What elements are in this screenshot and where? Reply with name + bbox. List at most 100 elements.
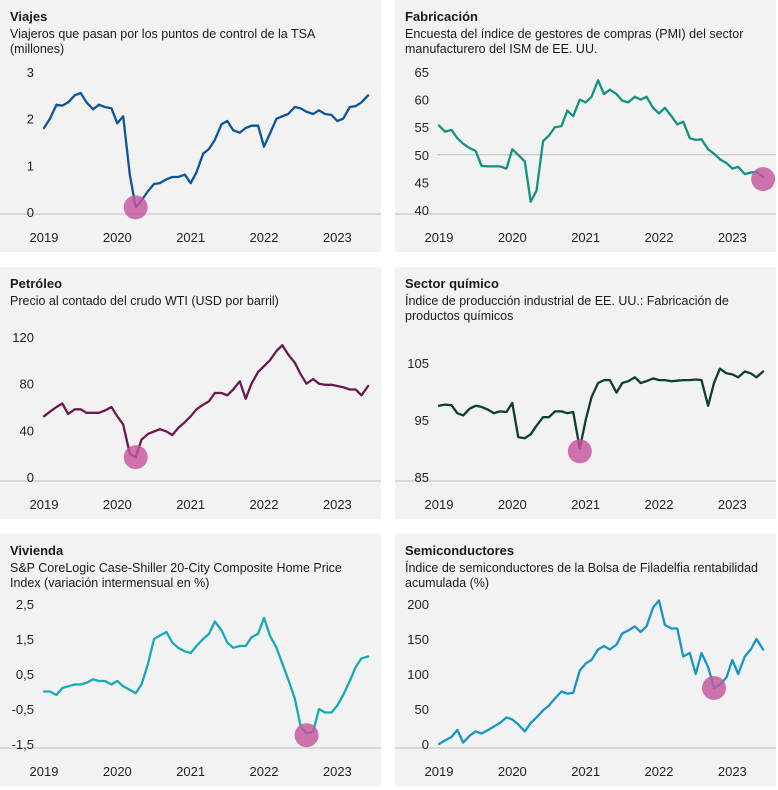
data-point (177, 427, 179, 429)
chart-panel-semiconductores: Semiconductores Índice de semiconductore… (395, 534, 776, 786)
data-point (367, 655, 369, 658)
x-tick-label: 2022 (250, 497, 279, 512)
data-point (682, 120, 684, 123)
data-point (590, 96, 593, 98)
data-point (634, 625, 636, 628)
data-point (214, 138, 216, 141)
data-point (177, 176, 179, 178)
x-tick-label: 2019 (30, 230, 59, 245)
y-tick-label: 85 (415, 470, 429, 485)
data-point (305, 382, 308, 385)
x-tick-label: 2020 (498, 497, 527, 512)
data-point (456, 137, 459, 140)
data-point (202, 638, 204, 640)
data-point (147, 433, 149, 435)
chart-title: Sector químico (405, 276, 499, 291)
data-point (79, 683, 82, 686)
data-point (505, 167, 508, 170)
data-point (74, 94, 76, 97)
data-point (597, 382, 599, 384)
y-tick-label: 50 (415, 148, 429, 163)
data-point (244, 127, 247, 129)
data-point (737, 166, 739, 168)
series-line (437, 367, 765, 450)
data-point (744, 655, 746, 658)
data-point (336, 120, 339, 122)
data-point (609, 379, 611, 381)
data-point (517, 154, 519, 156)
y-tick-label: 0,5 (16, 667, 34, 682)
x-tick-label: 2019 (30, 497, 59, 512)
series-line (42, 344, 370, 459)
data-point (438, 404, 440, 407)
data-point (566, 692, 569, 695)
data-point (318, 109, 320, 112)
line-chart: 0 40 80 120 2019 2020 2021 2022 2023 (0, 330, 381, 512)
data-point (281, 115, 284, 118)
data-point (214, 392, 216, 394)
data-point (98, 680, 100, 682)
data-point (281, 344, 284, 346)
data-point (560, 690, 563, 693)
data-point (336, 704, 339, 707)
data-point (456, 412, 459, 414)
data-point (579, 669, 581, 672)
data-point (55, 406, 58, 408)
data-point (184, 650, 186, 653)
data-point (560, 125, 563, 127)
data-point (456, 729, 459, 731)
data-point (49, 690, 51, 693)
data-point (579, 98, 581, 101)
chart-title: Viajes (10, 9, 48, 24)
chart-panel-vivienda: Vivienda S&P CoreLogic Case-Shiller 20-C… (0, 534, 381, 786)
data-point (670, 627, 673, 630)
data-point (584, 101, 587, 104)
data-point (250, 124, 253, 127)
x-tick-label: 2023 (323, 764, 352, 779)
data-point (275, 350, 278, 352)
data-point (43, 415, 45, 418)
data-point (542, 140, 544, 142)
data-point (548, 416, 550, 418)
data-point (208, 632, 210, 635)
y-tick-label: -1,5 (12, 737, 34, 752)
chart-subtitle: Precio al contado del crudo WTI (USD por… (10, 294, 279, 308)
data-point (584, 662, 587, 665)
data-point (444, 130, 446, 133)
data-point (621, 632, 624, 635)
data-point (572, 411, 574, 413)
data-point (627, 629, 629, 632)
y-tick-label: 100 (407, 667, 429, 682)
data-point (725, 676, 728, 679)
data-point (725, 372, 728, 375)
data-point (165, 178, 168, 181)
data-point (700, 379, 703, 381)
data-point (535, 424, 538, 427)
x-tick-label: 2020 (103, 497, 132, 512)
y-tick-label: 150 (407, 632, 429, 647)
data-point (189, 182, 192, 184)
x-tick-label: 2023 (323, 497, 352, 512)
data-point (324, 113, 326, 115)
data-point (676, 123, 679, 126)
data-point (318, 708, 320, 710)
data-point (299, 373, 302, 376)
data-point (658, 599, 660, 602)
y-tick-label: 45 (415, 175, 429, 190)
data-point (129, 688, 131, 691)
data-point (755, 638, 758, 640)
data-point (122, 115, 124, 118)
chart-panel-fabricacion: Fabricación Encuesta del índice de gesto… (395, 0, 776, 252)
data-point (737, 673, 739, 675)
y-tick-label: 40 (415, 203, 429, 218)
highlight-marker (123, 195, 148, 220)
data-point (566, 412, 569, 414)
data-point (499, 410, 501, 413)
chart-subtitle: Viajeros que pasan por los puntos de con… (10, 27, 315, 56)
data-point (299, 107, 302, 110)
data-point (505, 716, 508, 719)
data-point (664, 379, 666, 381)
data-point (438, 124, 440, 127)
data-point (140, 438, 143, 441)
data-point (645, 96, 648, 98)
